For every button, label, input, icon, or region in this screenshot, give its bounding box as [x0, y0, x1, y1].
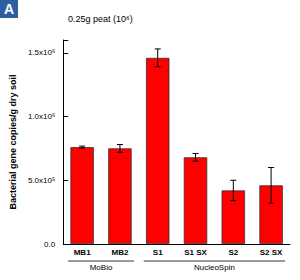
svg-text:S2 SX: S2 SX: [260, 248, 283, 257]
svg-text:S1: S1: [153, 248, 163, 257]
svg-text:0.25g peat (10⁶): 0.25g peat (10⁶): [68, 14, 133, 24]
svg-text:A: A: [4, 1, 14, 17]
svg-text:5.0x10⁵: 5.0x10⁵: [28, 176, 55, 185]
svg-text:MB1: MB1: [74, 248, 91, 257]
svg-text:Bacterial gene copies/g dry so: Bacterial gene copies/g dry soil: [8, 74, 18, 209]
svg-text:1.0x10⁶: 1.0x10⁶: [28, 112, 55, 121]
svg-text:S1 SX: S1 SX: [184, 248, 207, 257]
svg-text:MB2: MB2: [111, 248, 128, 257]
svg-text:1.5x10⁶: 1.5x10⁶: [28, 48, 55, 57]
svg-text:0.0: 0.0: [44, 240, 56, 249]
svg-text:S2: S2: [228, 248, 238, 257]
svg-text:MoBio: MoBio: [90, 263, 113, 272]
svg-text:NucleoSpin: NucleoSpin: [194, 263, 235, 272]
